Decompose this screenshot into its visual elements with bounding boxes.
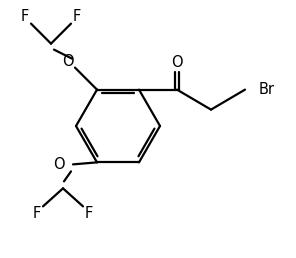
Text: F: F (21, 9, 29, 24)
Text: O: O (171, 55, 183, 70)
Text: O: O (62, 54, 74, 69)
Text: O: O (53, 157, 65, 172)
Text: F: F (85, 206, 93, 221)
Text: F: F (73, 9, 81, 24)
Text: Br: Br (259, 82, 275, 97)
Text: F: F (33, 206, 41, 221)
